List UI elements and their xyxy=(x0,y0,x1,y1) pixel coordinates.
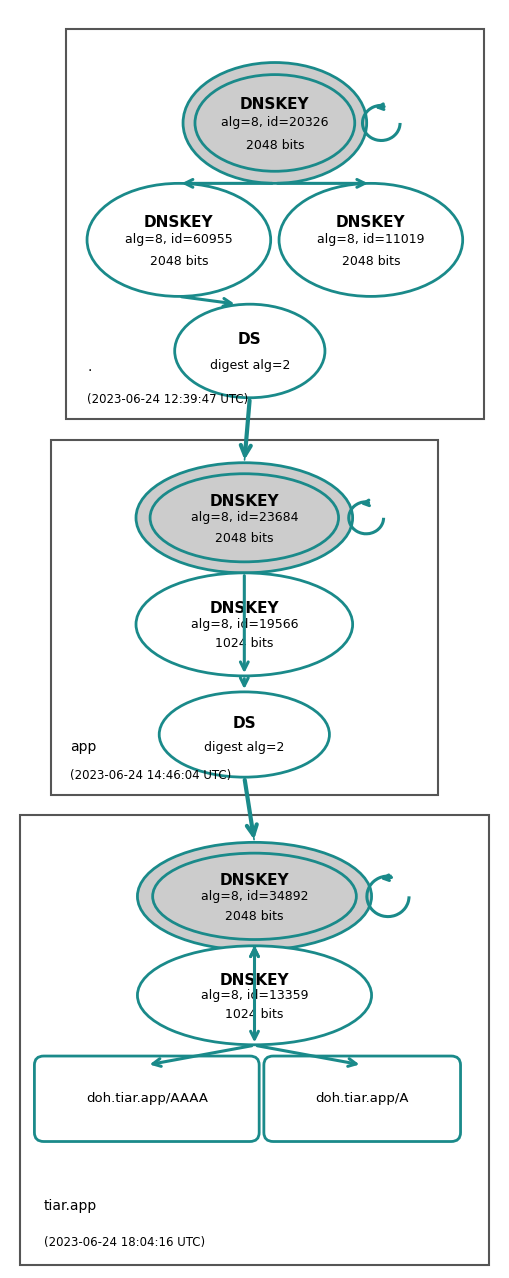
Text: digest alg=2: digest alg=2 xyxy=(210,359,290,372)
Text: 2048 bits: 2048 bits xyxy=(342,254,400,268)
Text: DNSKEY: DNSKEY xyxy=(220,973,289,988)
Ellipse shape xyxy=(175,304,325,397)
Text: (2023-06-24 14:46:04 UTC): (2023-06-24 14:46:04 UTC) xyxy=(70,769,232,782)
Ellipse shape xyxy=(137,842,372,951)
Ellipse shape xyxy=(183,63,366,183)
Text: DNSKEY: DNSKEY xyxy=(220,873,289,888)
Ellipse shape xyxy=(136,463,353,573)
Text: alg=8, id=19566: alg=8, id=19566 xyxy=(190,617,298,631)
Text: alg=8, id=60955: alg=8, id=60955 xyxy=(125,234,233,247)
Text: 2048 bits: 2048 bits xyxy=(225,910,284,923)
Text: DNSKEY: DNSKEY xyxy=(210,493,279,509)
Ellipse shape xyxy=(159,691,329,777)
Text: (2023-06-24 18:04:16 UTC): (2023-06-24 18:04:16 UTC) xyxy=(44,1237,205,1250)
Text: .: . xyxy=(87,360,92,374)
Text: digest alg=2: digest alg=2 xyxy=(204,741,285,754)
Text: 2048 bits: 2048 bits xyxy=(246,139,304,152)
Ellipse shape xyxy=(153,854,356,939)
Text: alg=8, id=34892: alg=8, id=34892 xyxy=(201,889,308,902)
Text: DNSKEY: DNSKEY xyxy=(210,602,279,616)
Ellipse shape xyxy=(150,474,338,562)
Ellipse shape xyxy=(195,74,355,171)
Ellipse shape xyxy=(87,183,271,296)
Text: doh.tiar.app/A: doh.tiar.app/A xyxy=(316,1093,409,1105)
Text: app: app xyxy=(70,740,97,754)
Text: alg=8, id=23684: alg=8, id=23684 xyxy=(190,511,298,524)
Text: DNSKEY: DNSKEY xyxy=(336,216,406,230)
Text: DNSKEY: DNSKEY xyxy=(240,97,309,112)
Text: 1024 bits: 1024 bits xyxy=(225,1007,284,1021)
Text: 2048 bits: 2048 bits xyxy=(215,532,273,546)
Text: alg=8, id=13359: alg=8, id=13359 xyxy=(201,989,308,1002)
Text: 2048 bits: 2048 bits xyxy=(150,254,208,268)
Ellipse shape xyxy=(279,183,463,296)
Text: DNSKEY: DNSKEY xyxy=(144,216,214,230)
Text: alg=8, id=11019: alg=8, id=11019 xyxy=(317,234,425,247)
Text: DS: DS xyxy=(238,332,262,346)
Text: (2023-06-24 12:39:47 UTC): (2023-06-24 12:39:47 UTC) xyxy=(87,392,248,405)
FancyBboxPatch shape xyxy=(264,1056,461,1141)
Text: alg=8, id=20326: alg=8, id=20326 xyxy=(221,116,329,129)
Text: 1024 bits: 1024 bits xyxy=(215,638,273,651)
FancyBboxPatch shape xyxy=(35,1056,259,1141)
Text: doh.tiar.app/AAAA: doh.tiar.app/AAAA xyxy=(86,1093,208,1105)
Text: tiar.app: tiar.app xyxy=(44,1200,97,1214)
Ellipse shape xyxy=(137,946,372,1045)
Text: DS: DS xyxy=(233,717,256,731)
Ellipse shape xyxy=(136,573,353,676)
